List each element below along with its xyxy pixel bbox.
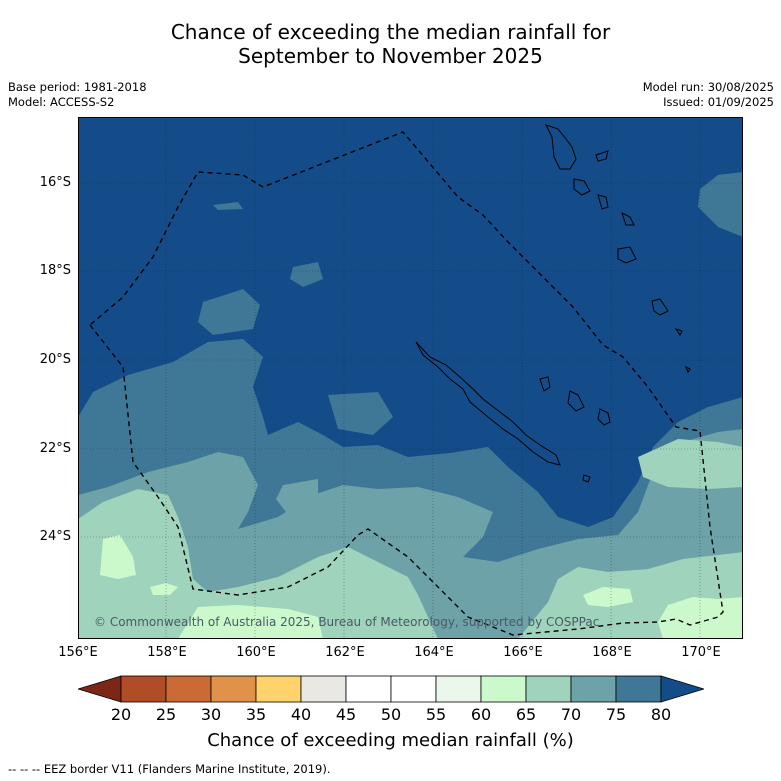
lat-label-22s: 22°S: [39, 441, 71, 456]
region-70-75-n2: [213, 202, 243, 210]
loyalty-island-2: [539, 376, 551, 392]
loyalty-island-4: [582, 474, 591, 483]
colorbar-cell: [525, 675, 572, 703]
chart-title: Chance of exceeding the median rainfall …: [0, 20, 781, 68]
lon-label-158e: 158°E: [147, 645, 187, 660]
graticule: [78, 117, 743, 639]
loyalty-island-3: [597, 408, 611, 426]
region-70-75-n1: [290, 262, 323, 287]
colorbar-cell: [210, 675, 257, 703]
new-caledonia-coast: [415, 341, 561, 466]
map-frame: [78, 117, 743, 639]
lon-label-168e: 168°E: [592, 645, 632, 660]
region-55-60-d: [658, 597, 743, 639]
vanuatu-island-5: [621, 212, 635, 226]
vanuatu-island-2: [595, 150, 609, 162]
colorbar-cell: [615, 675, 662, 703]
colorbar-tick-label: 70: [560, 705, 582, 724]
lon-label-162e: 162°E: [325, 645, 365, 660]
island-e2: [685, 365, 691, 374]
colorbar-tick-label: 25: [155, 705, 177, 724]
colorbar-title: Chance of exceeding median rainfall (%): [207, 730, 574, 751]
vanuatu-island-1: [545, 124, 577, 170]
title-line-1: Chance of exceeding the median rainfall …: [170, 20, 611, 44]
lat-label-20s: 20°S: [39, 352, 71, 367]
colorbar-cell: [570, 675, 617, 703]
colorbar-tick-label: 65: [515, 705, 537, 724]
region-55-60-a: [100, 535, 136, 579]
colorbar-tick-label: 80: [650, 705, 672, 724]
colorbar-tick-label: 60: [470, 705, 492, 724]
region-60-65: [78, 489, 438, 639]
lon-label-164e: 164°E: [414, 645, 454, 660]
colorbar-tick-label: 20: [110, 705, 132, 724]
colorbar-cell: [390, 675, 437, 703]
lon-label-160e: 160°E: [236, 645, 276, 660]
colorbar-tick-label: 35: [245, 705, 267, 724]
colorbar-cell: [435, 675, 482, 703]
model-run: Model run: 30/08/2025: [642, 80, 774, 94]
colorbar: [78, 675, 704, 703]
map-panel: © Commonwealth of Australia 2025, Bureau…: [78, 117, 743, 639]
coastlines: [415, 124, 691, 483]
copyright-text: © Commonwealth of Australia 2025, Bureau…: [94, 615, 599, 629]
lat-label-16s: 16°S: [39, 175, 71, 190]
meta-right: Model run: 30/08/2025 Issued: 01/09/2025: [643, 80, 774, 110]
lat-label-24s: 24°S: [39, 529, 71, 544]
colorbar-cell: [165, 675, 212, 703]
title-line-2: September to November 2025: [238, 44, 543, 68]
colorbar-tick-label: 30: [200, 705, 222, 724]
eez-footer-note: -- -- -- EEZ border V11 (Flanders Marine…: [8, 762, 331, 776]
island-e1: [674, 328, 683, 336]
vanuatu-island-6: [617, 246, 637, 264]
colorbar-cells: [120, 675, 662, 703]
lon-label-166e: 166°E: [503, 645, 543, 660]
lat-label-18s: 18°S: [39, 263, 71, 278]
vanuatu-island-4: [597, 194, 609, 210]
colorbar-cell: [255, 675, 302, 703]
region-65-70-a: [276, 479, 318, 512]
region-60-65-ne: [638, 439, 743, 489]
colorbar-cell: [120, 675, 167, 703]
issued-date: Issued: 01/09/2025: [663, 95, 774, 109]
lon-label-170e: 170°E: [681, 645, 721, 660]
region-55-60-b: [178, 605, 323, 639]
colorbar-cell: [480, 675, 527, 703]
colorbar-tick-label: 45: [335, 705, 357, 724]
region-55-60-c: [583, 587, 633, 607]
base-period: Base period: 1981-2018: [8, 80, 147, 94]
lon-label-156e: 156°E: [58, 645, 98, 660]
colorbar-extend-low: [78, 675, 122, 703]
loyalty-island-1: [567, 390, 585, 412]
eez-border: [89, 131, 724, 636]
colorbar-tick-label: 40: [290, 705, 312, 724]
vanuatu-island-7: [651, 298, 669, 316]
region-55-60-e: [150, 583, 178, 595]
colorbar-cell: [345, 675, 392, 703]
region-70-75-ne: [698, 172, 743, 237]
map-svg: © Commonwealth of Australia 2025, Bureau…: [78, 117, 743, 639]
colorbar-cell: [300, 675, 347, 703]
model-name: Model: ACCESS-S2: [8, 95, 115, 109]
colorbar-tick-label: 50: [380, 705, 402, 724]
meta-left: Base period: 1981-2018 Model: ACCESS-S2: [8, 80, 147, 110]
region-70-75-w: [198, 289, 260, 335]
colorbar-tick-label: 75: [605, 705, 627, 724]
vanuatu-island-3: [573, 178, 591, 196]
colorbar-extend-high: [660, 675, 704, 703]
colorbar-tick-label: 55: [425, 705, 447, 724]
